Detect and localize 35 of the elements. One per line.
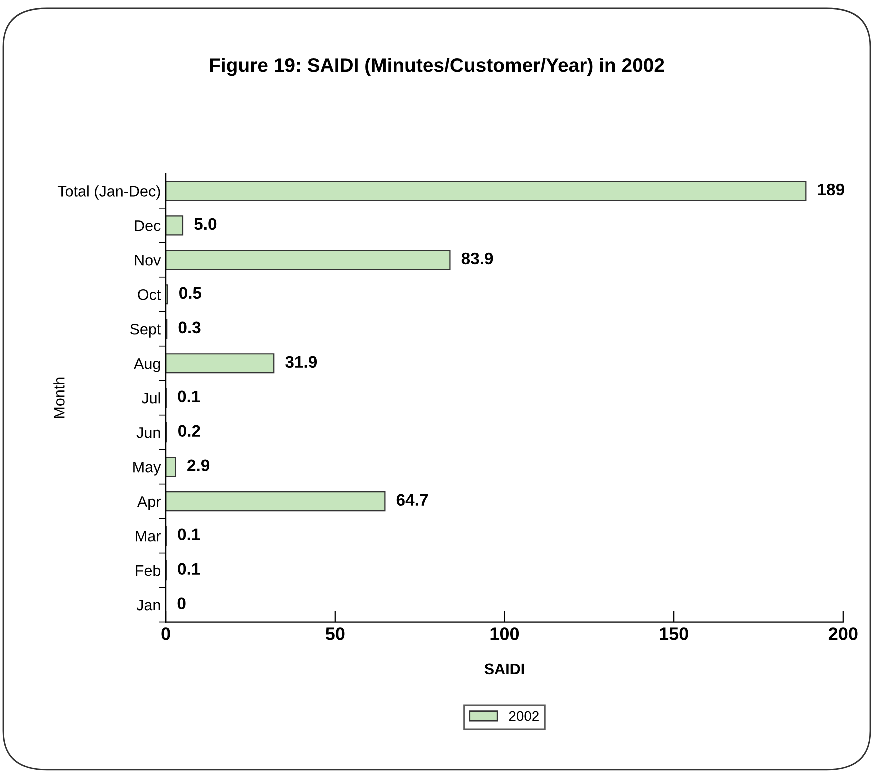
legend-label: 2002 <box>509 711 539 722</box>
data-label: 0.5 <box>180 287 202 300</box>
data-label: 0.1 <box>178 563 200 576</box>
x-tick-label: 100 <box>490 628 520 640</box>
y-tick-label: Apr <box>137 496 161 510</box>
x-tick-label: 200 <box>828 628 858 640</box>
x-axis-title: SAIDI <box>484 664 524 675</box>
y-tick-label: Jun <box>136 428 160 438</box>
x-tick-label: 150 <box>660 628 688 640</box>
data-label: 0.2 <box>178 425 200 438</box>
data-label: 5.0 <box>194 218 217 230</box>
data-label: 0.3 <box>178 322 201 334</box>
data-label: 189 <box>818 184 844 196</box>
y-axis-title: Month <box>54 378 65 418</box>
data-label: 31.9 <box>286 356 318 368</box>
y-tick-label: Sept <box>130 324 162 338</box>
data-label: 0.1 <box>178 528 200 541</box>
y-tick-label: Total (Jan-Dec) <box>58 186 160 200</box>
data-label: 83.9 <box>462 252 494 265</box>
x-tick-label: 0 <box>162 628 170 640</box>
chart-title: Figure 19: SAIDI (Minutes/Customer/Year) in 2002 <box>210 58 664 76</box>
y-tick-label: Dec <box>135 220 161 232</box>
x-tick-label: 50 <box>326 628 345 640</box>
data-label: 0.1 <box>178 390 200 403</box>
y-tick-label: Jul <box>142 392 160 404</box>
data-label: 2.9 <box>188 460 210 472</box>
y-tick-label: Jan <box>136 600 160 611</box>
y-tick-label: Nov <box>135 255 162 266</box>
data-label: 64.7 <box>396 494 428 506</box>
y-tick-label: Feb <box>136 565 161 576</box>
y-tick-label: Oct <box>138 290 162 300</box>
data-label: 0 <box>178 598 186 610</box>
y-tick-label: Aug <box>134 358 160 372</box>
y-tick-label: Mar <box>136 531 161 542</box>
y-tick-label: May <box>134 462 162 476</box>
